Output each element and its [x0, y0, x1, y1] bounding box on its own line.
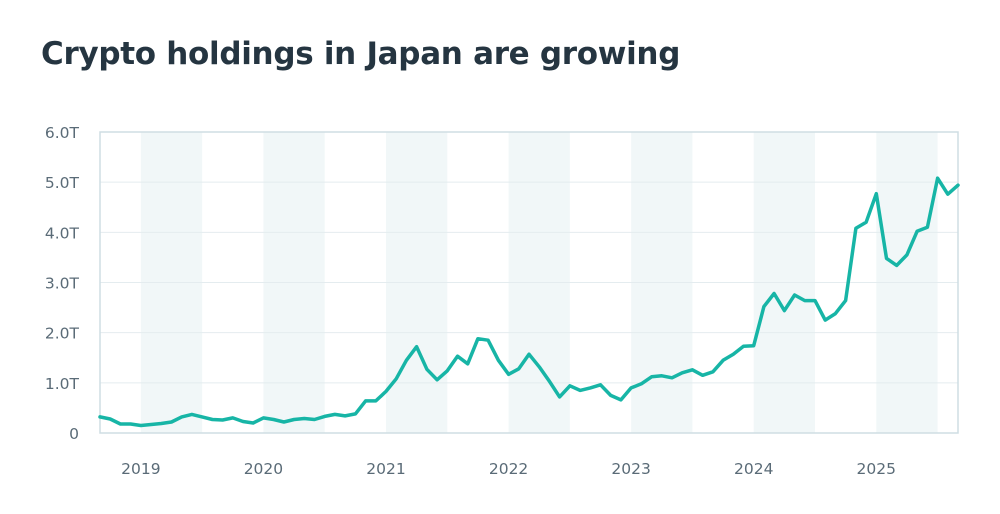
plot-frame	[99, 131, 959, 434]
gridlines	[100, 181, 958, 384]
x-axis: 2019 2020 2021 2022 2023 2024 2025	[121, 460, 896, 478]
x-tick-label: 2023	[611, 460, 650, 478]
x-tick-label: 2025	[857, 460, 896, 478]
x-tick-label: 2024	[734, 460, 773, 478]
chart-title: Crypto holdings in Japan are growing	[41, 36, 681, 72]
series-line	[98, 176, 960, 428]
y-tick-label: 0	[69, 425, 79, 443]
y-tick-label: 5.0T	[45, 174, 80, 192]
x-tick-label: 2020	[244, 460, 283, 478]
x-tick-label: 2019	[121, 460, 160, 478]
x-tick-label: 2021	[366, 460, 405, 478]
y-tick-label: 3.0T	[45, 275, 80, 293]
plot-border	[99, 131, 959, 434]
x-tick-label: 2022	[489, 460, 528, 478]
y-tick-label: 1.0T	[45, 375, 80, 393]
y-tick-label: 2.0T	[45, 325, 80, 343]
y-axis: 0 1.0T 2.0T 3.0T 4.0T 5.0T 6.0T	[45, 124, 80, 443]
series-layer	[98, 176, 960, 428]
y-tick-label: 4.0T	[45, 224, 80, 242]
y-tick-label: 6.0T	[45, 124, 80, 142]
